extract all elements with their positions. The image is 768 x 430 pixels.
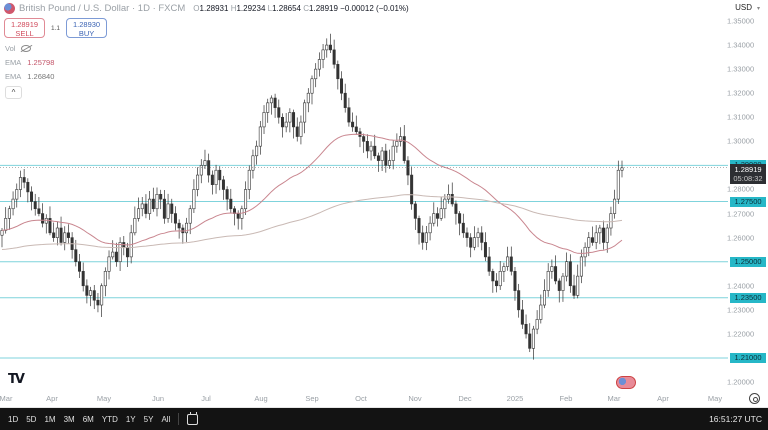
- bottom-toolbar: 1D 5D 1M 3M 6M YTD 1Y 5Y All 16:51:27 UT…: [0, 408, 768, 430]
- trade-buttons: 1.28919 SELL 1.1 1.28930 BUY: [4, 18, 108, 38]
- time-axis-label: 2025: [506, 394, 524, 403]
- level-price-tag: 1.23500: [730, 292, 766, 303]
- price-axis-label: 1.32000: [727, 88, 755, 98]
- collapse-indicators-button[interactable]: ^: [5, 86, 22, 99]
- range-ytd[interactable]: YTD: [101, 414, 118, 424]
- time-axis-label: Oct: [355, 394, 367, 403]
- symbol-header: British Pound / U.S. Dollar · 1D · FXCM …: [4, 3, 409, 14]
- time-axis-label: May: [707, 394, 723, 403]
- level-price-tag: 1.21000: [730, 352, 766, 363]
- price-axis-label: 1.27000: [727, 209, 755, 219]
- go-to-date-calendar-icon[interactable]: [187, 411, 199, 425]
- range-6m[interactable]: 6M: [82, 414, 94, 424]
- range-all[interactable]: All: [161, 414, 171, 424]
- price-axis-label: 1.28000: [727, 184, 755, 194]
- range-5d[interactable]: 5D: [26, 414, 37, 424]
- level-price-tag: 1.25000: [730, 256, 766, 267]
- time-axis-label: May: [96, 394, 112, 403]
- tradingview-logo[interactable]: TV: [8, 372, 25, 387]
- volume-indicator[interactable]: Vol: [5, 44, 32, 53]
- time-axis-label: Sep: [305, 394, 319, 403]
- symbol-title[interactable]: British Pound / U.S. Dollar · 1D · FXCM: [19, 3, 186, 14]
- current-price-tag: 1.28919 05:08:32: [730, 164, 766, 185]
- hidden-eye-icon[interactable]: [21, 45, 32, 52]
- utc-clock[interactable]: 16:51:27 UTC: [709, 414, 762, 424]
- ema-indicator-fast[interactable]: EMA 1.25798: [5, 58, 55, 67]
- time-axis-label: Nov: [408, 394, 422, 403]
- price-axis-label: 1.35000: [727, 16, 755, 26]
- chevron-down-icon: ▾: [756, 6, 760, 12]
- time-axis-label: Jul: [201, 394, 211, 403]
- ema-indicator-slow[interactable]: EMA 1.26840: [5, 72, 55, 81]
- price-axis-label: 1.20000: [727, 377, 755, 387]
- time-axis-label: Mar: [0, 394, 13, 403]
- range-5y[interactable]: 5Y: [143, 414, 154, 424]
- price-chart-canvas[interactable]: [0, 0, 768, 408]
- price-axis-label: 1.34000: [727, 40, 755, 50]
- price-axis-label: 1.24000: [727, 281, 755, 291]
- time-axis-label: Aug: [254, 394, 268, 403]
- sell-button[interactable]: 1.28919 SELL: [4, 18, 45, 38]
- us-economic-event-icon[interactable]: [616, 376, 636, 389]
- price-axis-label: 1.23000: [727, 305, 755, 315]
- currency-selector[interactable]: USD ▾: [735, 3, 760, 12]
- ohlc-values: O1.28931 H1.29234 L1.28654 C1.28919 −0.0…: [193, 4, 409, 13]
- range-1m[interactable]: 1M: [44, 414, 56, 424]
- time-axis-label: Apr: [46, 394, 58, 403]
- time-axis-label: Jun: [151, 394, 165, 403]
- time-axis-label: Mar: [607, 394, 621, 403]
- price-axis-label: 1.22000: [727, 329, 755, 339]
- change-value: −0.00012 (−0.01%): [340, 4, 409, 13]
- bar-countdown: 05:08:32: [733, 174, 763, 184]
- price-axis-label: 1.33000: [727, 64, 755, 74]
- gbpusd-flag-icon: [4, 3, 15, 14]
- range-1d[interactable]: 1D: [8, 414, 19, 424]
- buy-button[interactable]: 1.28930 BUY: [66, 18, 108, 38]
- time-axis-label: Apr: [657, 394, 669, 403]
- price-axis-label: 1.31000: [727, 112, 755, 122]
- price-axis-label: 1.30000: [727, 136, 755, 146]
- range-3m[interactable]: 3M: [63, 414, 75, 424]
- range-1y[interactable]: 1Y: [125, 414, 136, 424]
- spread-value: 1.1: [51, 24, 61, 32]
- time-axis-label: Feb: [559, 394, 573, 403]
- price-axis-label: 1.26000: [727, 233, 755, 243]
- settings-gear-icon[interactable]: [749, 393, 760, 404]
- level-price-tag: 1.27500: [730, 196, 766, 207]
- time-axis-label: Dec: [458, 394, 472, 403]
- chevron-up-icon: ^: [11, 88, 16, 97]
- toolbar-divider: [178, 413, 180, 425]
